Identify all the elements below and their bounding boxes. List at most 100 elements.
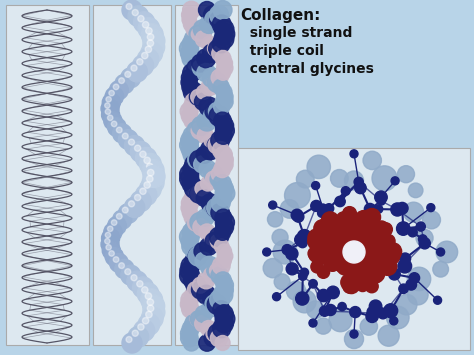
Circle shape (352, 246, 367, 261)
Circle shape (185, 155, 204, 174)
Circle shape (318, 222, 334, 237)
Circle shape (333, 257, 346, 269)
Circle shape (344, 263, 356, 275)
Circle shape (204, 330, 221, 347)
Circle shape (352, 247, 363, 258)
Circle shape (286, 281, 306, 300)
Circle shape (329, 229, 347, 246)
Circle shape (427, 204, 435, 212)
Circle shape (345, 237, 362, 254)
Circle shape (379, 239, 393, 253)
Circle shape (216, 180, 233, 197)
Circle shape (346, 230, 359, 242)
Circle shape (350, 150, 358, 158)
Bar (93, 5, 171, 345)
Circle shape (214, 224, 231, 240)
Circle shape (182, 320, 199, 337)
Circle shape (217, 89, 233, 105)
Circle shape (332, 253, 346, 268)
Circle shape (136, 147, 157, 169)
Circle shape (361, 253, 372, 264)
Circle shape (200, 237, 218, 255)
Circle shape (180, 136, 198, 154)
Circle shape (194, 93, 211, 110)
Circle shape (200, 16, 218, 33)
Circle shape (353, 240, 369, 256)
Circle shape (106, 97, 111, 102)
Circle shape (183, 126, 201, 145)
Circle shape (343, 207, 356, 220)
Circle shape (182, 175, 200, 193)
Circle shape (318, 209, 326, 217)
Circle shape (347, 259, 358, 270)
Circle shape (141, 24, 163, 45)
Circle shape (355, 182, 366, 194)
Circle shape (307, 301, 324, 318)
Circle shape (210, 290, 229, 310)
Circle shape (348, 219, 362, 233)
Circle shape (195, 181, 210, 196)
Circle shape (203, 290, 221, 308)
Circle shape (125, 197, 145, 218)
Circle shape (183, 64, 201, 82)
Circle shape (309, 319, 317, 327)
Circle shape (215, 213, 235, 232)
Circle shape (343, 279, 357, 293)
Circle shape (339, 258, 353, 271)
Circle shape (369, 236, 383, 250)
Circle shape (355, 224, 366, 235)
Circle shape (215, 272, 231, 289)
Circle shape (183, 17, 198, 32)
Circle shape (181, 296, 198, 313)
Circle shape (181, 329, 198, 347)
Circle shape (335, 257, 346, 267)
Circle shape (192, 277, 209, 293)
Circle shape (319, 204, 327, 212)
Circle shape (183, 272, 200, 289)
Circle shape (378, 255, 394, 271)
Circle shape (390, 317, 398, 325)
Circle shape (378, 237, 394, 253)
Circle shape (384, 304, 398, 318)
Circle shape (210, 171, 227, 187)
Circle shape (113, 124, 132, 143)
Circle shape (201, 301, 218, 317)
Circle shape (372, 166, 397, 191)
Circle shape (143, 30, 165, 52)
Circle shape (213, 301, 230, 318)
Circle shape (419, 238, 430, 249)
Circle shape (358, 226, 372, 240)
Circle shape (200, 256, 219, 275)
Circle shape (351, 240, 367, 256)
Circle shape (214, 98, 230, 115)
Circle shape (315, 241, 333, 259)
Circle shape (191, 122, 209, 139)
Circle shape (215, 127, 232, 144)
Circle shape (333, 215, 350, 232)
Circle shape (137, 49, 159, 70)
Circle shape (210, 234, 225, 249)
Circle shape (213, 79, 229, 95)
Circle shape (198, 272, 215, 289)
Circle shape (212, 257, 230, 275)
Circle shape (206, 325, 222, 342)
Circle shape (194, 242, 212, 260)
Circle shape (181, 200, 197, 216)
Circle shape (195, 31, 212, 47)
Circle shape (327, 286, 339, 299)
Circle shape (108, 115, 113, 121)
Circle shape (355, 236, 365, 247)
Circle shape (343, 235, 358, 250)
Circle shape (216, 156, 233, 173)
Circle shape (105, 239, 110, 244)
Circle shape (356, 263, 372, 279)
Circle shape (340, 225, 354, 239)
Circle shape (343, 212, 354, 222)
Circle shape (188, 150, 206, 169)
Circle shape (215, 146, 232, 163)
Circle shape (214, 29, 234, 49)
Circle shape (328, 247, 338, 257)
Circle shape (207, 72, 227, 92)
Circle shape (134, 12, 155, 33)
Circle shape (145, 293, 152, 299)
